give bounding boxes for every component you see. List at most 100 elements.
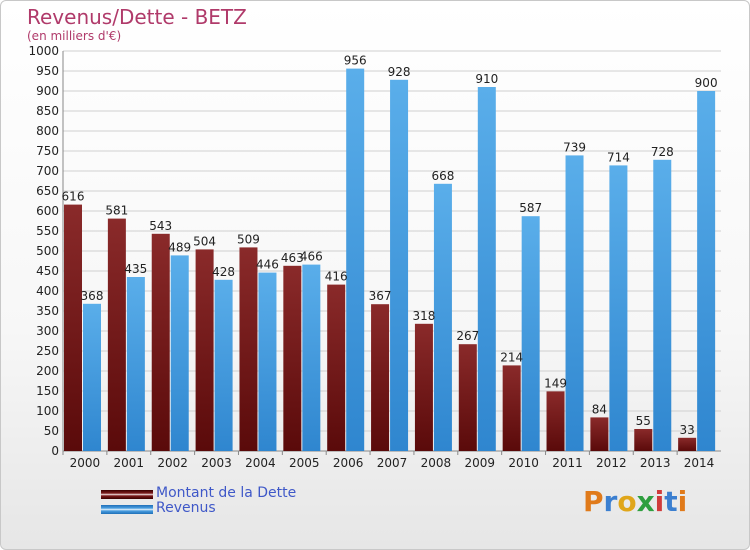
bar-debt (107, 218, 126, 451)
bar-debt (678, 437, 697, 451)
data-label-debt: 318 (412, 309, 435, 323)
data-label-revenus: 728 (651, 145, 674, 159)
bar-debt (283, 265, 302, 451)
data-label-debt: 463 (281, 251, 304, 265)
data-label-revenus: 466 (300, 250, 323, 264)
bar-revenus (477, 87, 496, 451)
x-tick-label: 2002 (157, 456, 188, 470)
data-label-debt: 509 (237, 232, 260, 246)
bar-debt (327, 284, 346, 451)
bar-revenus (126, 277, 145, 451)
y-tick-label: 200 (36, 364, 59, 378)
y-tick-label: 750 (36, 144, 59, 158)
logo-letter: i (654, 485, 665, 518)
x-tick-label: 2010 (508, 456, 539, 470)
data-label-revenus: 368 (81, 289, 104, 303)
bar-revenus (565, 155, 584, 451)
x-tick-label: 2004 (245, 456, 276, 470)
logo-letter: x (636, 485, 655, 518)
data-label-debt: 149 (544, 376, 567, 390)
y-tick-label: 350 (36, 304, 59, 318)
legend-swatch-revenus (101, 505, 153, 514)
bar-debt (590, 417, 609, 451)
x-tick-label: 2012 (596, 456, 627, 470)
x-tick-label: 2001 (114, 456, 145, 470)
y-tick-label: 250 (36, 344, 59, 358)
data-label-revenus: 900 (695, 76, 718, 90)
x-tick-label: 2009 (464, 456, 495, 470)
y-tick-label: 900 (36, 84, 59, 98)
bar-revenus (433, 183, 452, 452)
data-label-revenus: 739 (563, 140, 586, 154)
data-label-debt: 33 (679, 423, 694, 437)
bar-debt (151, 233, 170, 451)
bar-debt (195, 249, 214, 451)
bar-debt (371, 304, 390, 451)
x-tick-label: 2013 (640, 456, 671, 470)
logo-letter: o (617, 485, 637, 518)
logo-letter: i (677, 485, 688, 518)
legend-label-debt: Montant de la Dette (156, 485, 297, 501)
bar-revenus (214, 279, 233, 451)
data-label-debt: 504 (193, 234, 216, 248)
bar-debt (502, 365, 521, 451)
bar-revenus (697, 91, 716, 451)
x-tick-label: 2005 (289, 456, 320, 470)
y-tick-label: 300 (36, 324, 59, 338)
data-label-debt: 581 (105, 204, 128, 218)
y-tick-label: 850 (36, 104, 59, 118)
data-label-debt: 84 (592, 402, 607, 416)
logo-letter: P (583, 485, 604, 518)
data-label-revenus: 435 (124, 262, 147, 276)
proxiti-logo: Proxiti (583, 485, 687, 518)
y-tick-label: 150 (36, 384, 59, 398)
y-tick-label: 450 (36, 264, 59, 278)
legend-swatch-debt (101, 490, 153, 499)
bar-revenus (390, 79, 409, 452)
y-tick-label: 100 (36, 404, 59, 418)
y-tick-label: 1000 (28, 44, 59, 58)
data-label-revenus: 928 (388, 65, 411, 79)
data-label-revenus: 956 (344, 54, 367, 68)
x-tick-label: 2014 (684, 456, 715, 470)
y-tick-label: 50 (44, 424, 59, 438)
logo-letter: t (664, 485, 678, 518)
bar-debt (546, 391, 565, 451)
data-label-revenus: 714 (607, 150, 630, 164)
bar-revenus (609, 165, 628, 451)
y-tick-label: 0 (51, 444, 59, 458)
data-label-debt: 616 (62, 190, 85, 204)
y-tick-label: 550 (36, 224, 59, 238)
bar-revenus (258, 272, 277, 451)
data-label-debt: 543 (149, 219, 172, 233)
chart-title: Revenus/Dette - BETZ (27, 5, 247, 29)
x-tick-label: 2008 (421, 456, 452, 470)
bar-debt (458, 344, 477, 451)
bar-revenus (521, 216, 540, 451)
data-label-revenus: 668 (431, 169, 454, 183)
data-label-revenus: 910 (475, 72, 498, 86)
x-tick-label: 2000 (70, 456, 101, 470)
x-tick-label: 2007 (377, 456, 408, 470)
x-tick-label: 2006 (333, 456, 364, 470)
bar-revenus (83, 303, 101, 451)
bar-revenus (653, 159, 672, 452)
y-tick-label: 500 (36, 244, 59, 258)
x-tick-label: 2011 (552, 456, 583, 470)
logo-letter: r (603, 485, 618, 518)
y-tick-label: 950 (36, 64, 59, 78)
data-label-revenus: 428 (212, 265, 235, 279)
bar-revenus (346, 68, 365, 451)
y-tick-label: 650 (36, 184, 59, 198)
data-label-revenus: 446 (256, 258, 279, 272)
data-label-debt: 416 (325, 270, 348, 284)
data-label-revenus: 489 (168, 240, 191, 254)
y-tick-label: 600 (36, 204, 59, 218)
data-label-debt: 55 (636, 414, 651, 428)
bar-debt (414, 323, 433, 451)
bar-revenus (302, 264, 321, 451)
chart-subtitle: (en milliers d'€) (27, 29, 122, 43)
bar-debt (634, 429, 653, 451)
